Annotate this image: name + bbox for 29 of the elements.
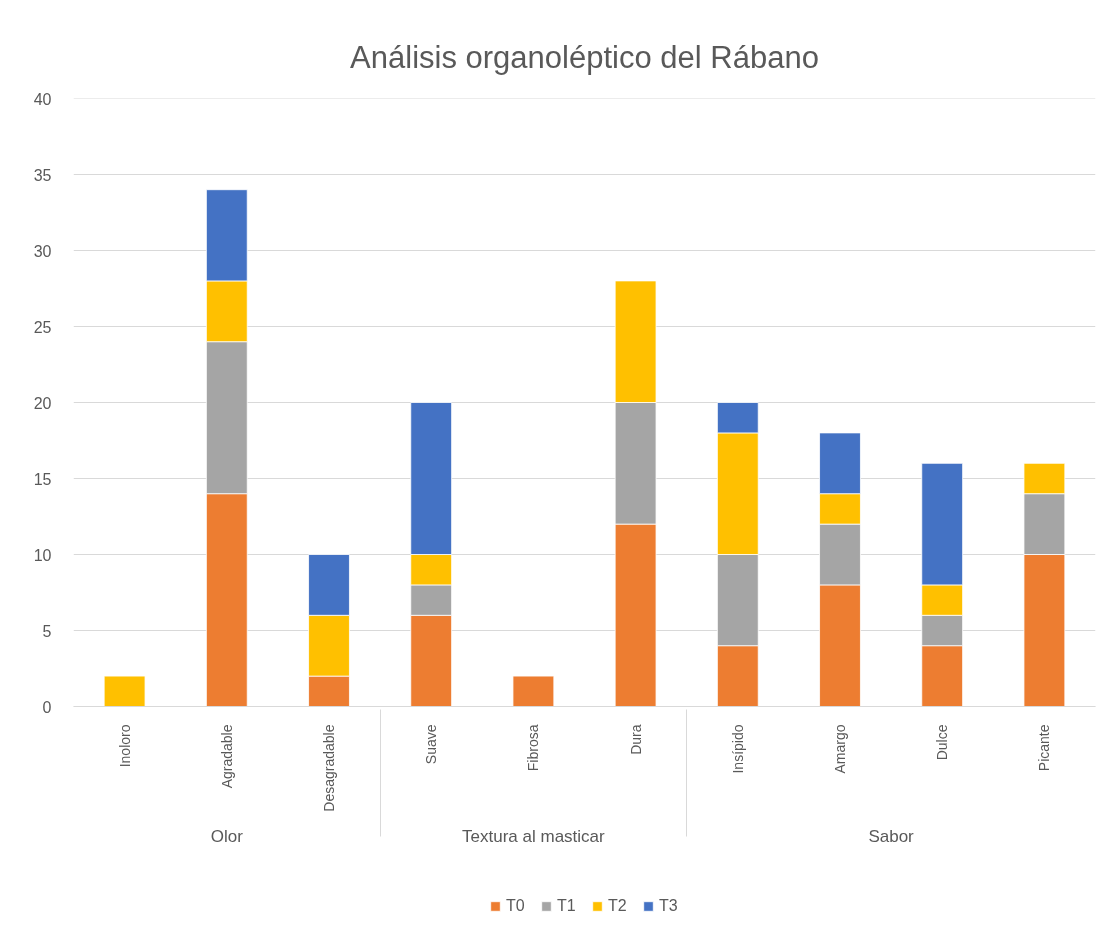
y-tick-label: 40 [33, 90, 52, 108]
category-label: Textura al masticar [462, 826, 605, 846]
category-label: Amargo [832, 724, 848, 774]
legend-label: T0 [506, 897, 526, 915]
category-label: Fibrosa [525, 724, 542, 772]
category-label: Dura [627, 724, 644, 755]
legend-label: T2 [608, 897, 628, 915]
category-label: Suave [423, 724, 440, 765]
bar [512, 675, 555, 707]
legend-label: T1 [557, 897, 577, 915]
category-label: Picante [1036, 724, 1053, 772]
bar [103, 675, 146, 707]
chart-title: Análisis organoléptico del Rábano [350, 39, 819, 75]
category-label: Dulce [934, 724, 951, 761]
legend-label: T3 [659, 897, 679, 915]
y-tick-label: 0 [42, 698, 52, 716]
category-label: Agradable [218, 724, 235, 789]
category-label: Sabor [868, 826, 914, 846]
y-tick-label: 5 [42, 622, 52, 640]
category-label: Olor [210, 826, 243, 846]
category-label: Desagradable [321, 724, 337, 812]
y-tick-label: 25 [33, 318, 52, 336]
category-label: Insípido [729, 724, 746, 774]
y-tick-label: 15 [33, 470, 52, 488]
category-label: Inoloro [116, 724, 133, 768]
y-tick-label: 10 [33, 546, 52, 564]
y-tick-label: 35 [33, 166, 52, 184]
y-tick-label: 20 [33, 394, 52, 412]
y-tick-label: 30 [33, 242, 52, 260]
